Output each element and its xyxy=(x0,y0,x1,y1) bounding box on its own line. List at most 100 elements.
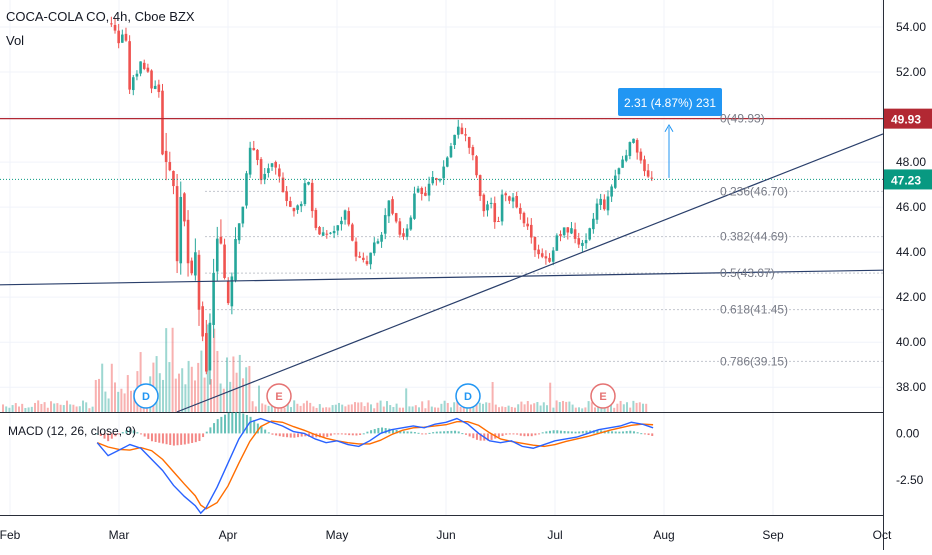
volume-bar xyxy=(56,403,59,412)
macd-histogram-bar xyxy=(245,414,248,434)
candle-body xyxy=(376,241,380,244)
macd-histogram-bar xyxy=(99,433,102,437)
macd-histogram-bar xyxy=(402,431,405,434)
candle-body xyxy=(186,219,190,264)
volume-bar xyxy=(555,400,558,412)
candle-body xyxy=(544,256,548,259)
candle-body xyxy=(402,233,405,237)
macd-histogram-bar xyxy=(607,431,610,434)
volume-bar xyxy=(581,408,584,412)
volume-bar xyxy=(510,406,513,412)
macd-histogram-bar xyxy=(435,431,438,434)
candle-body xyxy=(540,253,544,257)
macd-histogram-bar xyxy=(468,433,471,437)
dividend-marker xyxy=(455,383,481,409)
macd-histogram-bar xyxy=(548,430,551,434)
volume-bar xyxy=(344,406,347,412)
volume-bar xyxy=(72,404,75,412)
candle-body xyxy=(562,227,566,236)
candle-body xyxy=(511,197,515,202)
candle-body xyxy=(515,196,518,208)
macd-histogram-bar xyxy=(121,432,124,434)
candle-body xyxy=(453,134,456,145)
macd-histogram-bar xyxy=(406,431,409,434)
macd-histogram-bar xyxy=(333,433,336,435)
macd-histogram-bar xyxy=(267,432,270,434)
volume-bar xyxy=(501,406,504,412)
macd-histogram-bar xyxy=(465,433,468,435)
volume-bar xyxy=(299,405,302,412)
volume-bar xyxy=(126,375,129,412)
candle-body xyxy=(613,175,617,188)
volume-bar xyxy=(578,407,580,412)
candle-body xyxy=(383,215,387,234)
candle-body xyxy=(581,242,584,246)
volume-bar xyxy=(11,405,14,412)
volume-bar xyxy=(318,404,321,412)
macd-histogram-bar xyxy=(472,433,475,439)
macd-histogram-bar xyxy=(512,433,515,435)
macd-histogram-bar xyxy=(556,430,559,434)
candle-body xyxy=(391,199,394,214)
macd-histogram-bar xyxy=(443,431,446,434)
macd-histogram-bar xyxy=(432,432,435,434)
price-axis-tick: 38.00 xyxy=(896,380,926,394)
candle-body xyxy=(358,256,361,258)
volume-bar xyxy=(542,402,545,412)
macd-histogram-bar xyxy=(205,431,208,434)
candle-body xyxy=(500,194,504,222)
volume-bar xyxy=(18,406,20,412)
volume-bar xyxy=(232,356,235,412)
macd-histogram-bar xyxy=(158,433,161,443)
macd-histogram-bar xyxy=(300,433,303,437)
measure-label-text: 2.31 (4.87%) 231 xyxy=(624,96,716,110)
volume-bar xyxy=(2,404,4,412)
volume-bar xyxy=(59,404,62,412)
volume-bar xyxy=(104,391,107,412)
volume-bar xyxy=(261,403,264,412)
measure-arrow-head xyxy=(664,123,674,132)
macd-histogram-bar xyxy=(213,423,216,434)
volume-bar xyxy=(296,403,299,412)
time-axis-tick: Oct xyxy=(873,528,892,542)
macd-histogram-bar xyxy=(574,431,577,434)
volume-bar xyxy=(414,405,417,412)
macd-histogram-bar xyxy=(231,412,234,434)
volume-bar xyxy=(174,378,177,412)
macd-signal-line xyxy=(96,420,654,510)
volume-bar xyxy=(222,388,225,412)
volume-bar xyxy=(395,403,398,412)
macd-histogram-bar xyxy=(351,433,354,436)
macd-histogram-bar xyxy=(600,430,603,434)
macd-histogram-bar xyxy=(450,430,453,434)
macd-histogram-bar xyxy=(417,432,420,434)
volume-bar xyxy=(133,390,136,412)
candle-body xyxy=(449,146,453,158)
candle-body xyxy=(387,200,391,217)
candle-body xyxy=(117,30,120,44)
volume-bar xyxy=(229,381,232,412)
macd-histogram-bar xyxy=(256,423,259,434)
volume-bar xyxy=(539,405,542,412)
macd-histogram-bar xyxy=(224,414,227,434)
candle-body xyxy=(343,210,347,220)
volume-bar xyxy=(494,404,497,412)
volume-bar xyxy=(264,404,267,412)
volume-bar xyxy=(456,400,459,412)
candle-body xyxy=(380,234,383,242)
volume-bar xyxy=(187,360,190,412)
volume-bar xyxy=(482,403,484,412)
macd-histogram-bar xyxy=(421,433,424,435)
volume-bar xyxy=(328,407,331,412)
candle-body xyxy=(362,257,365,260)
macd-histogram-bar xyxy=(340,433,343,435)
macd-histogram-bar xyxy=(629,430,632,434)
volume-bar xyxy=(379,400,382,412)
volume-bar xyxy=(421,401,424,412)
fib-level-label: 0.5(43.07) xyxy=(720,266,775,280)
volume-bar xyxy=(306,400,308,412)
candle-body xyxy=(237,223,241,241)
candle-body xyxy=(110,23,113,25)
time-axis-tick: Feb xyxy=(0,528,21,542)
